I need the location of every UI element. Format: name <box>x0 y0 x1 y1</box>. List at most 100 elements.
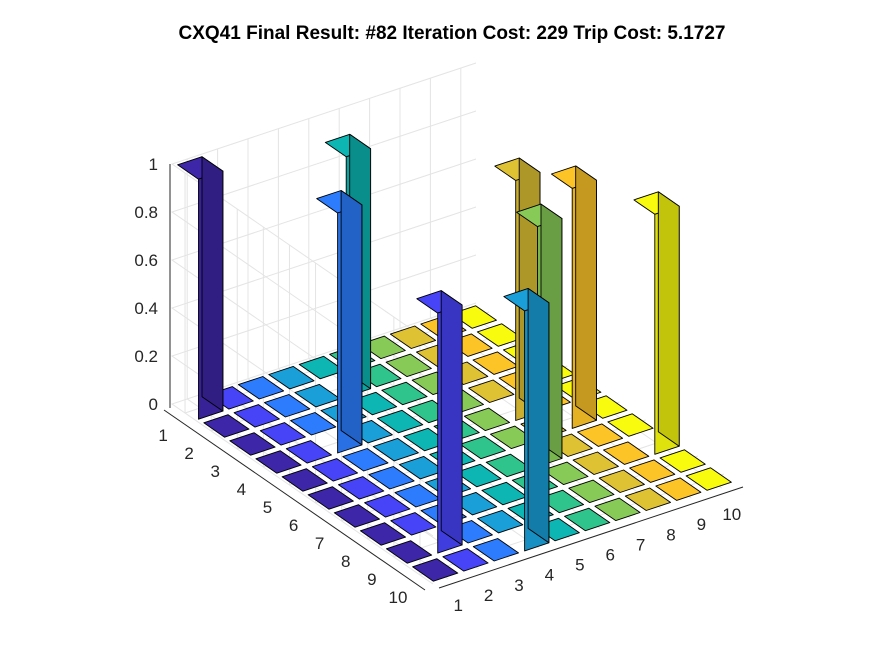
bar <box>572 451 619 475</box>
bar <box>255 450 302 474</box>
col-tick-label: 2 <box>484 586 493 605</box>
bar-top-face <box>459 435 506 460</box>
bar <box>390 512 437 536</box>
bar <box>607 413 654 437</box>
bar-top-face <box>442 548 489 572</box>
bar-top-face <box>451 491 498 516</box>
bar <box>416 290 463 554</box>
bar <box>264 394 311 418</box>
bar-top-face <box>311 458 359 482</box>
bar <box>316 190 363 454</box>
z-tick-label: 1 <box>149 155 158 174</box>
bar-top-face <box>385 540 433 564</box>
bar-side-face <box>340 190 363 446</box>
col-tick-label: 9 <box>697 515 706 534</box>
bar <box>311 458 359 482</box>
col-tick-label: 7 <box>636 535 645 554</box>
bar <box>281 468 328 492</box>
bar-top-face <box>350 391 398 416</box>
bar <box>342 448 389 472</box>
bar-top-face <box>390 512 437 536</box>
bar-top-face <box>364 494 411 518</box>
bar-top-face <box>333 504 380 528</box>
bar <box>359 522 407 546</box>
bar-top-face <box>472 538 519 562</box>
bar <box>442 548 489 572</box>
bar-top-face <box>463 407 511 432</box>
axes-layer <box>163 164 744 591</box>
bar-top-face <box>264 394 311 418</box>
bar-top-face <box>342 448 389 472</box>
bar-top-face <box>381 381 428 406</box>
bar-top-face <box>268 365 315 390</box>
z-tick-label: 0.8 <box>134 203 158 222</box>
row-tick-label: 2 <box>184 444 193 463</box>
bar <box>503 287 550 552</box>
bar <box>459 435 506 460</box>
bar <box>472 538 519 562</box>
z-tick-label: 0.6 <box>134 251 158 270</box>
bar-top-face <box>359 335 406 360</box>
bar <box>685 467 732 491</box>
bar <box>350 391 398 416</box>
bar <box>564 507 611 532</box>
row-tick-label: 3 <box>211 462 220 481</box>
bar <box>368 466 415 490</box>
bar-top-face <box>203 414 250 438</box>
bar <box>629 459 676 483</box>
bar <box>177 156 224 420</box>
bar <box>550 165 597 429</box>
bar <box>568 479 615 504</box>
bar <box>455 463 502 488</box>
bar-top-face <box>598 469 645 493</box>
bar <box>229 432 276 456</box>
bar-side-face <box>575 165 597 421</box>
bar <box>381 381 428 406</box>
bar <box>537 489 585 514</box>
bar-top-face <box>368 466 415 490</box>
bar-top-face <box>594 497 641 522</box>
bar <box>385 540 433 564</box>
bar <box>577 423 624 447</box>
bar-top-face <box>655 477 702 501</box>
bar <box>655 477 702 501</box>
row-axis-line <box>163 409 426 591</box>
col-tick-label: 6 <box>605 545 614 564</box>
bar <box>463 407 511 432</box>
bar-top-face <box>338 476 385 500</box>
bar-top-face <box>603 441 650 465</box>
bar-top-face <box>229 432 276 456</box>
bar-top-face <box>629 459 676 483</box>
bar-top-face <box>477 509 524 534</box>
bar <box>290 412 337 436</box>
bars-layer <box>177 133 732 582</box>
bar <box>477 509 524 534</box>
bar <box>233 404 280 428</box>
bar-side-face <box>657 191 680 447</box>
bar-top-face <box>537 489 585 514</box>
bar <box>307 486 354 510</box>
bar <box>372 437 419 462</box>
bar <box>594 497 641 522</box>
z-tick-label: 0.2 <box>134 347 158 366</box>
row-tick-label: 9 <box>367 570 376 589</box>
bar <box>542 461 589 486</box>
col-tick-label: 3 <box>514 576 523 595</box>
bar-top-face <box>377 409 424 434</box>
row-tick-label: 7 <box>315 534 324 553</box>
chart-title: CXQ41 Final Result: #82 Iteration Cost: … <box>179 23 726 44</box>
bar-top-face <box>259 422 306 446</box>
bar-top-face <box>577 423 624 447</box>
bar-top-face <box>389 325 437 349</box>
bar <box>603 441 650 465</box>
bar-top-face <box>572 451 619 475</box>
bar-top-face <box>468 379 515 403</box>
bar <box>385 353 432 378</box>
z-tick-label: 0.4 <box>134 299 158 318</box>
col-axis-line <box>438 486 744 589</box>
bar-top-face <box>568 479 615 504</box>
bar-top-face <box>564 507 611 532</box>
